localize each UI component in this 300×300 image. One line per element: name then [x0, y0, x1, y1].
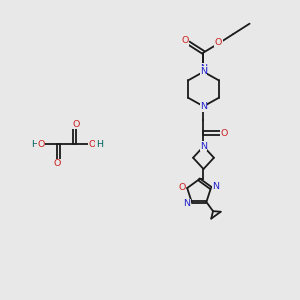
Text: O: O [53, 159, 61, 168]
Text: N: N [212, 182, 220, 191]
Text: O: O [220, 129, 228, 138]
Text: O: O [89, 140, 96, 148]
Text: N: N [200, 142, 207, 151]
Text: H: H [31, 140, 38, 148]
Text: O: O [73, 120, 80, 129]
Text: H: H [96, 140, 103, 148]
Text: N: N [183, 199, 190, 208]
Text: O: O [182, 36, 189, 45]
Text: N: N [200, 67, 207, 76]
Text: N: N [200, 64, 207, 73]
Text: O: O [215, 38, 222, 46]
Text: N: N [200, 102, 207, 111]
Text: O: O [178, 183, 186, 192]
Text: O: O [38, 140, 45, 148]
